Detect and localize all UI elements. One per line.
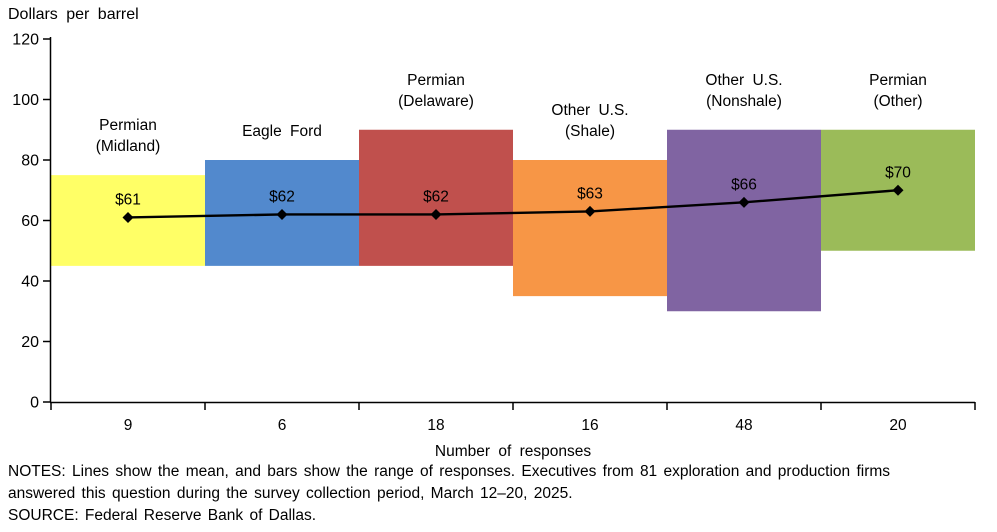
y-tick-label-0: 0	[30, 395, 39, 412]
y-axis-title: Dollars per barrel	[8, 6, 139, 23]
category-label-other-u-s-shale: Other U.S.	[551, 102, 628, 119]
mean-value-label-eagle-ford: $62	[269, 188, 295, 205]
y-tick-label-60: 60	[21, 213, 39, 230]
category-label-other-u-s-nonshale: Other U.S.	[705, 72, 782, 89]
category-label-permian-delaware: (Delaware)	[398, 93, 474, 110]
category-label-permian-delaware: Permian	[407, 72, 465, 89]
mean-marker-permian-delaware	[430, 208, 442, 220]
x-axis-title: Number of responses	[435, 443, 591, 460]
mean-value-label-other-u-s-shale: $63	[577, 185, 603, 202]
chart-notes: NOTES: Lines show the mean, and bars sho…	[8, 461, 926, 527]
mean-value-label-permian-midland: $61	[115, 191, 141, 208]
category-label-eagle-ford: Eagle Ford	[242, 123, 322, 140]
responses-count-permian-delaware: 18	[427, 417, 444, 434]
y-tick-label-120: 120	[12, 32, 39, 49]
category-label-permian-other: Permian	[869, 72, 927, 89]
mean-marker-other-u-s-shale	[584, 205, 596, 217]
mean-line	[127, 189, 899, 219]
range-bar-other-u-s-nonshale	[667, 129, 821, 312]
mean-value-label-permian-delaware: $62	[423, 188, 449, 205]
y-tick-label-100: 100	[12, 92, 39, 109]
responses-count-eagle-ford: 6	[278, 417, 287, 434]
category-label-other-u-s-shale: (Shale)	[565, 123, 615, 140]
responses-count-permian-other: 20	[889, 417, 907, 434]
category-label-permian-other: (Other)	[873, 93, 922, 110]
y-tick-label-80: 80	[21, 153, 39, 170]
responses-count-permian-midland: 9	[124, 417, 133, 434]
category-label-permian-midland: (Midland)	[96, 138, 161, 155]
category-label-permian-midland: Permian	[99, 117, 157, 134]
mean-marker-eagle-ford	[276, 208, 288, 220]
category-label-other-u-s-nonshale: (Nonshale)	[706, 93, 782, 110]
y-tick-label-20: 20	[21, 334, 39, 351]
mean-marker-permian-other	[892, 184, 904, 196]
range-bar-permian-delaware	[359, 129, 513, 266]
mean-marker-permian-midland	[122, 211, 134, 223]
responses-count-other-u-s-shale: 16	[581, 417, 598, 434]
chart-plot: 0 20 40 60 80 100 120 Permian (Midland) Eagle For…	[12, 32, 976, 460]
range-bar-other-u-s-shale	[513, 160, 667, 297]
y-tick-label-40: 40	[21, 274, 39, 291]
mean-value-label-permian-other: $70	[885, 164, 911, 181]
responses-count-other-u-s-nonshale: 48	[735, 417, 752, 434]
mean-marker-other-u-s-nonshale	[738, 196, 750, 208]
source-text: SOURCE: Federal Reserve Bank of Dallas.	[8, 507, 317, 524]
mean-value-label-other-u-s-nonshale: $66	[731, 176, 757, 193]
notes-text: NOTES: Lines show the mean, and bars sho…	[8, 463, 891, 502]
